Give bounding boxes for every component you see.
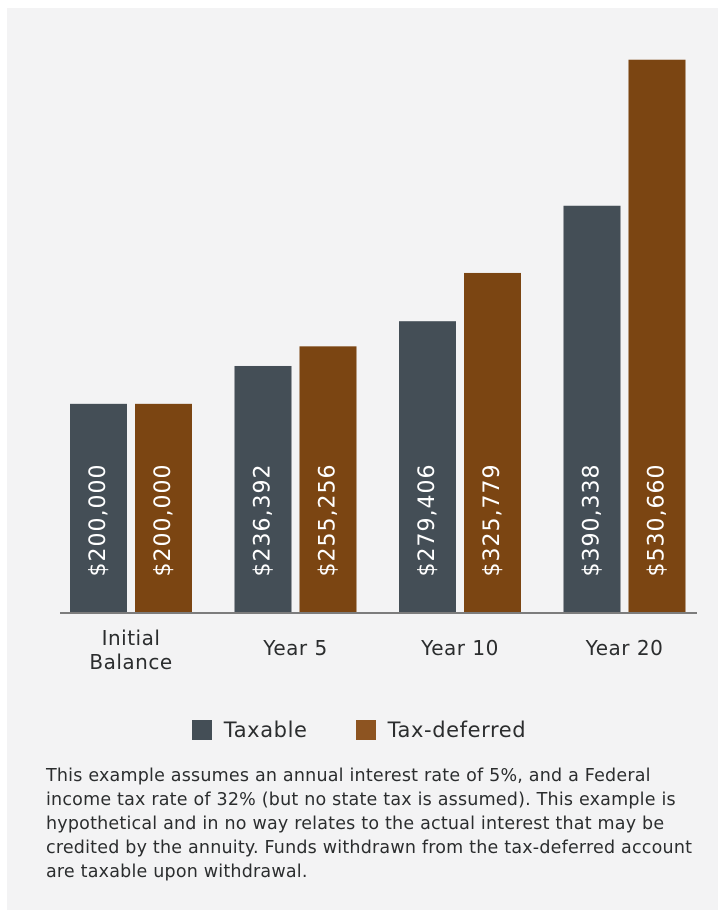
data-label-taxable-0: $200,000 [86, 464, 111, 577]
bar-tax-deferred-3 [628, 59, 686, 612]
bar-tax-deferred-2 [464, 272, 521, 612]
data-label-tax-deferred-1: $255,256 [316, 464, 341, 577]
data-label-taxable-2: $279,406 [415, 464, 440, 577]
category-label-2: Year 10 [421, 636, 499, 660]
legend-item-taxable: Taxable [191, 718, 308, 742]
category-label-3: Year 20 [585, 636, 664, 660]
bar-taxable-2 [399, 321, 456, 612]
data-label-taxable-3: $390,338 [580, 464, 605, 577]
data-label-tax-deferred-3: $530,660 [645, 464, 670, 577]
bar-tax-deferred-1 [299, 346, 357, 612]
data-label-tax-deferred-0: $200,000 [151, 464, 176, 577]
data-label-taxable-1: $236,392 [251, 464, 276, 577]
bar-taxable-0 [70, 403, 127, 612]
legend-swatch-tax-deferred [355, 720, 376, 740]
legend-label-tax-deferred: Tax-deferred [387, 718, 527, 742]
bar-taxable-1 [234, 365, 292, 612]
legend-swatch-taxable [191, 720, 212, 740]
bar-chart: $200,000 $200,000 $236,392 $255,256 $279,406… [60, 59, 697, 614]
legend-label-taxable: Taxable [223, 718, 308, 742]
bar-taxable-3 [563, 205, 621, 612]
category-label-0: Initial Balance [89, 626, 173, 674]
data-label-tax-deferred-2: $325,779 [480, 464, 505, 577]
bar-tax-deferred-0 [135, 403, 192, 612]
legend: Taxable Tax-deferred [0, 718, 718, 742]
footnote: This example assumes an annual interest … [46, 766, 693, 882]
legend-item-tax-deferred: Tax-deferred [355, 718, 527, 742]
category-label-1: Year 5 [263, 636, 328, 660]
